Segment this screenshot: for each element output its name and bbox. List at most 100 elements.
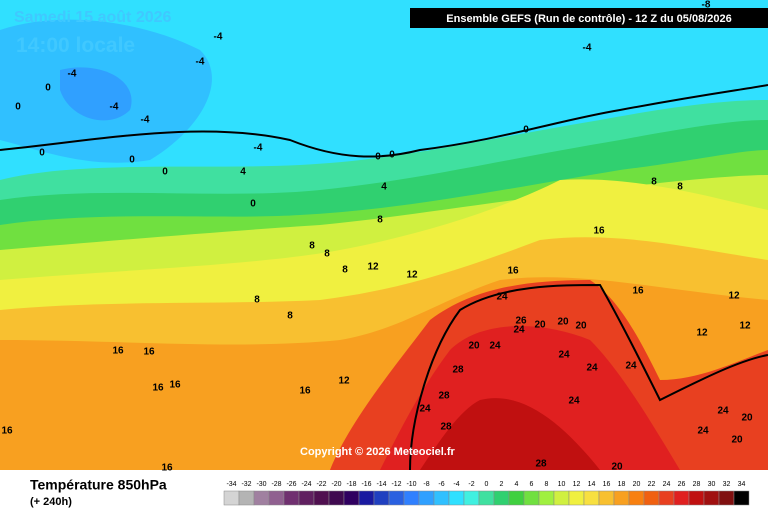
scale-label: -20: [331, 481, 341, 488]
contour-label: -8: [702, 0, 711, 11]
contour-label: 20: [731, 435, 743, 446]
contour-label: 0: [45, 83, 51, 94]
scale-box: [538, 490, 555, 506]
contour-label: 20: [534, 320, 546, 331]
contour-label: 12: [728, 291, 740, 302]
contour-label: 16: [1, 426, 13, 437]
scale-label: 14: [588, 481, 596, 488]
scale-label: 24: [663, 481, 671, 488]
scale-box: [328, 490, 345, 506]
cold-area: [60, 67, 132, 121]
contour-label: 0: [162, 167, 168, 178]
contour-label: 16: [112, 346, 124, 357]
contour-label: 24: [568, 396, 580, 407]
contour-label: 4: [240, 167, 246, 178]
contour-label: 12: [696, 328, 708, 339]
scale-box: [598, 490, 615, 506]
contour-label: 28: [535, 459, 547, 470]
time: 14:00 locale: [16, 34, 135, 57]
contour-label: 28: [452, 365, 464, 376]
scale-label: -14: [376, 481, 386, 488]
contour-label: 24: [625, 361, 637, 372]
contour-label: 24: [717, 406, 729, 417]
date: Samedi 15 août 2026: [14, 9, 172, 26]
scale-label: 30: [708, 481, 716, 488]
scale-box: [283, 490, 300, 506]
scale-box: [673, 490, 690, 506]
scale-label: -6: [438, 481, 444, 488]
contour-label: -4: [68, 69, 77, 80]
scale-box: [373, 490, 390, 506]
contour-label: 28: [438, 391, 450, 402]
scale-box: [583, 490, 600, 506]
contour-label: 24: [558, 350, 570, 361]
contour-label: 16: [632, 286, 644, 297]
scale-box: [733, 490, 750, 506]
scale-label: -16: [361, 481, 371, 488]
scale-label: 4: [515, 481, 519, 488]
scale-box: [298, 490, 315, 506]
contour-label: 16: [507, 266, 519, 277]
contour-label: 8: [377, 215, 383, 226]
scale-box: [478, 490, 495, 506]
scale-box: [268, 490, 285, 506]
contour-label: 16: [152, 383, 164, 394]
model-banner: [410, 8, 768, 28]
contour-label: 12: [406, 270, 418, 281]
scale-box: [418, 490, 435, 506]
scale-label: -2: [468, 481, 474, 488]
contour-label: 8: [254, 295, 260, 306]
scale-box: [658, 490, 675, 506]
contour-label: 4: [381, 182, 387, 193]
scale-label: 34: [738, 481, 746, 488]
contour-label: 8: [677, 182, 683, 193]
scale-label: -12: [391, 481, 401, 488]
scale-box: [448, 490, 465, 506]
contour-label: -4: [141, 115, 150, 126]
legend-title: Température 850hPa: [30, 477, 167, 493]
scale-label: -28: [271, 481, 281, 488]
scale-label: -26: [286, 481, 296, 488]
contour-label: 0: [39, 148, 45, 159]
scale-label: 32: [723, 481, 731, 488]
contour-label: 20: [611, 462, 623, 473]
contour-label: 20: [575, 321, 587, 332]
contour-label: -4: [254, 143, 263, 154]
scale-box: [523, 490, 540, 506]
contour-label: -4: [196, 57, 205, 68]
scale-label: -18: [346, 481, 356, 488]
contour-label: 16: [169, 380, 181, 391]
scale-label: 16: [603, 481, 611, 488]
contour-label: 0: [129, 155, 135, 166]
contour-label: -4: [214, 32, 223, 43]
scale-label: 6: [530, 481, 534, 488]
contour-label: 12: [367, 262, 379, 273]
scale-box: [343, 490, 360, 506]
contour-label: 12: [739, 321, 751, 332]
scale-box: [688, 490, 705, 506]
scale-label: -34: [226, 481, 236, 488]
scale-box: [613, 490, 630, 506]
isotherm-20: [409, 283, 768, 471]
scale-box: [553, 490, 570, 506]
contour-label: 0: [389, 150, 395, 161]
scale-label: 10: [558, 481, 566, 488]
contour-label: 16: [161, 463, 173, 474]
scale-label: 2: [500, 481, 504, 488]
contour-label: 0: [15, 102, 21, 113]
contour-label: 20: [468, 341, 480, 352]
contour-label: 24: [496, 292, 508, 303]
contour-label: 24: [489, 341, 501, 352]
scale-label: -32: [241, 481, 251, 488]
contour-label: 16: [143, 347, 155, 358]
scale-label: -4: [453, 481, 459, 488]
contour-label: 20: [741, 413, 753, 424]
contour-label: 8: [324, 249, 330, 260]
contour-label: 24: [586, 363, 598, 374]
scale-label: -10: [406, 481, 416, 488]
contour-label: 12: [338, 376, 350, 387]
scale-box: [313, 490, 330, 506]
scale-label: 28: [693, 481, 701, 488]
scale-box: [223, 490, 240, 506]
